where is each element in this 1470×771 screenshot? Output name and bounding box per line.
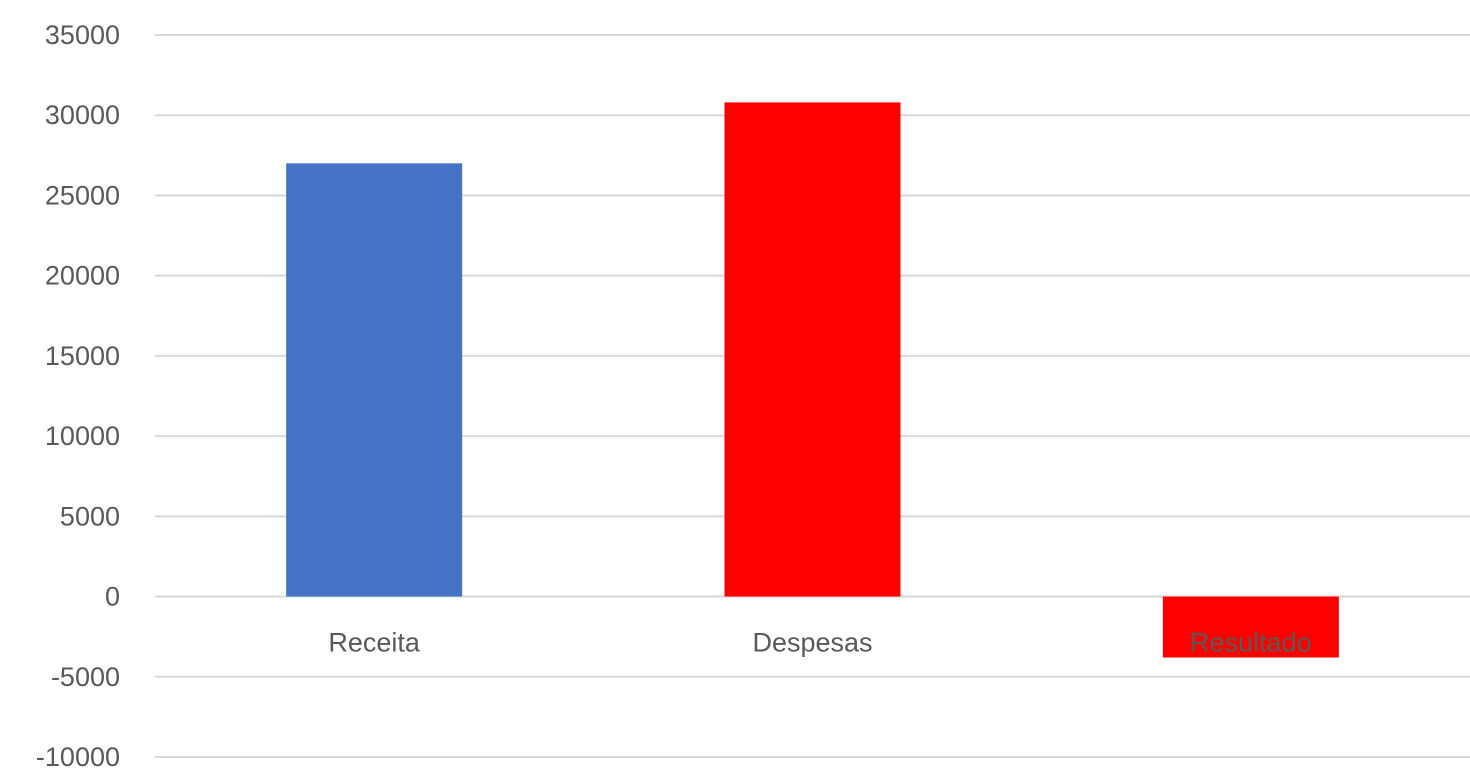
- y-tick-label: 15000: [45, 341, 120, 371]
- category-label-despesas: Despesas: [752, 628, 872, 658]
- y-tick-label: 30000: [45, 100, 120, 130]
- category-labels: Receita Despesas Resultado: [328, 628, 1311, 658]
- y-axis-tick-labels: 35000 30000 25000 20000 15000 10000 5000 0 -5000…: [36, 20, 120, 771]
- y-tick-label: -10000: [36, 742, 120, 771]
- bars: [286, 102, 1339, 658]
- y-tick-label: 35000: [45, 20, 120, 50]
- y-tick-label: 20000: [45, 261, 120, 291]
- y-tick-label: 0: [105, 582, 120, 612]
- y-tick-label: 10000: [45, 421, 120, 451]
- bar-receita: [286, 163, 463, 597]
- bar-despesas: [724, 102, 901, 597]
- y-tick-label: 25000: [45, 180, 120, 210]
- category-label-receita: Receita: [328, 628, 421, 658]
- category-label-resultado: Resultado: [1190, 628, 1312, 658]
- y-tick-label: -5000: [51, 662, 120, 692]
- bar-resultado: [1162, 596, 1339, 658]
- y-tick-label: 5000: [60, 501, 120, 531]
